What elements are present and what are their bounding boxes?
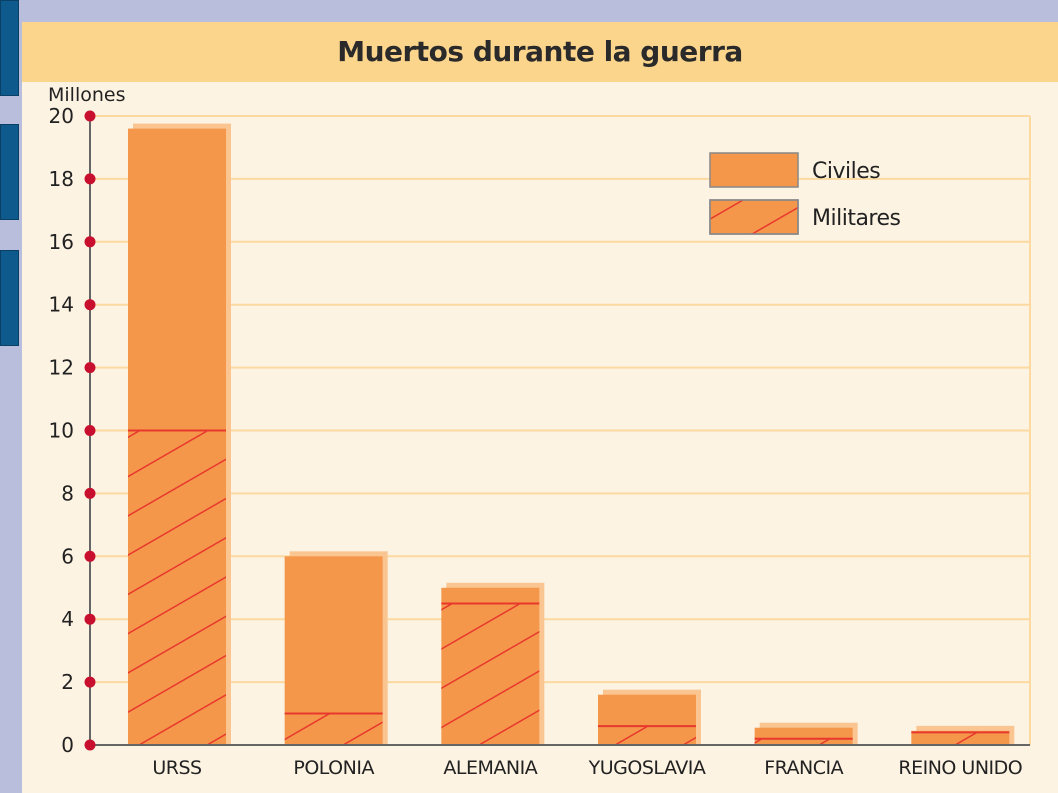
y-tick-dot bbox=[84, 299, 96, 311]
y-axis-label: Millones bbox=[48, 84, 125, 106]
bar-militares-hatch bbox=[441, 603, 540, 745]
x-tick-label: POLONIA bbox=[293, 757, 374, 779]
y-tick-dot bbox=[84, 613, 96, 625]
x-tick-label: REINO UNIDO bbox=[898, 757, 1022, 779]
x-tick-label: YUGOSLAVIA bbox=[588, 757, 706, 779]
side-tab-2 bbox=[0, 124, 19, 220]
x-tick-label: FRANCIA bbox=[764, 757, 843, 779]
y-tick-label: 8 bbox=[61, 481, 74, 505]
bar-militares-hatch bbox=[598, 726, 696, 745]
bar-militares-hatch bbox=[284, 713, 383, 745]
y-tick-dot bbox=[84, 676, 96, 688]
y-tick-dot bbox=[84, 487, 96, 499]
side-tab-1 bbox=[0, 0, 19, 96]
legend-swatch-hatch bbox=[710, 200, 798, 234]
y-tick-dot bbox=[84, 110, 96, 122]
y-tick-label: 4 bbox=[61, 607, 74, 631]
y-tick-dot bbox=[84, 425, 96, 436]
y-tick-label: 16 bbox=[49, 230, 74, 254]
x-tick-label: URSS bbox=[152, 757, 201, 779]
side-tab-3 bbox=[0, 250, 19, 346]
bar-civiles bbox=[754, 727, 853, 739]
legend-label: Civiles bbox=[812, 159, 880, 184]
y-tick-label: 12 bbox=[49, 356, 74, 380]
y-tick-label: 10 bbox=[49, 419, 74, 443]
bar-militares-hatch bbox=[128, 430, 226, 745]
bar-civiles bbox=[598, 694, 696, 727]
bar-militares-hatch bbox=[911, 732, 1010, 745]
bar-civiles bbox=[284, 556, 383, 714]
legend-label: Militares bbox=[812, 206, 901, 231]
y-tick-label: 20 bbox=[49, 104, 74, 128]
y-tick-dot bbox=[84, 362, 96, 374]
bar-civiles bbox=[441, 587, 540, 604]
y-tick-dot bbox=[84, 739, 96, 751]
y-tick-label: 2 bbox=[61, 670, 74, 694]
chart-title: Muertos durante la guerra bbox=[337, 35, 743, 68]
y-tick-label: 14 bbox=[49, 293, 74, 317]
x-tick-label: ALEMANIA bbox=[443, 757, 537, 779]
title-band bbox=[22, 22, 1058, 82]
y-tick-label: 6 bbox=[61, 544, 74, 568]
bar-militares-hatch bbox=[754, 738, 853, 745]
y-tick-label: 0 bbox=[61, 733, 74, 757]
bar-civiles bbox=[128, 128, 226, 431]
legend-swatch-border bbox=[709, 199, 799, 235]
y-tick-dot bbox=[84, 236, 96, 248]
y-tick-dot bbox=[84, 550, 96, 562]
y-tick-dot bbox=[84, 173, 96, 185]
legend: Civiles Militares bbox=[709, 152, 901, 235]
legend-swatch bbox=[709, 152, 799, 188]
y-tick-label: 18 bbox=[49, 167, 74, 191]
